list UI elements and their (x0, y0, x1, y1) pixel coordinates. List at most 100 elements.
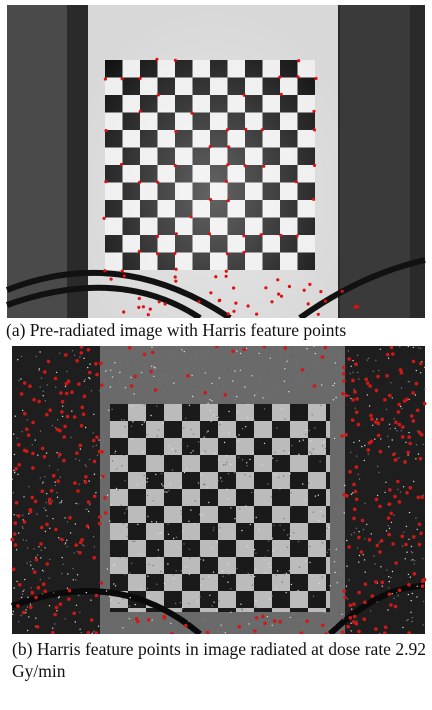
noise-speck (42, 570, 43, 571)
noise-speck (240, 370, 241, 371)
noise-speck (27, 597, 28, 598)
noise-speck (80, 448, 81, 449)
noise-speck (297, 382, 298, 383)
noise-speck (268, 563, 269, 564)
noise-speck (346, 586, 347, 587)
noise-speck (301, 619, 302, 620)
feature-point (393, 495, 397, 499)
feature-point (87, 500, 91, 504)
noise-speck (423, 624, 424, 625)
noise-speck (417, 586, 418, 587)
noise-speck (422, 558, 423, 559)
noise-speck (22, 515, 23, 516)
feature-point (203, 391, 207, 395)
noise-speck (173, 383, 174, 384)
noise-speck (162, 422, 163, 423)
feature-point (353, 390, 357, 394)
noise-speck (246, 348, 247, 349)
noise-speck (331, 613, 332, 614)
feature-point (385, 374, 389, 378)
noise-speck (236, 568, 237, 569)
checkerboard (110, 404, 330, 612)
noise-speck (89, 363, 90, 364)
feature-point (383, 398, 387, 402)
noise-speck (77, 551, 78, 552)
noise-speck (213, 527, 214, 528)
noise-speck (202, 515, 203, 516)
feature-point (59, 391, 63, 395)
noise-speck (401, 430, 402, 431)
noise-speck (111, 409, 112, 410)
feature-point (407, 435, 411, 439)
feature-point (416, 409, 420, 413)
feature-point (130, 384, 134, 388)
noise-speck (139, 554, 140, 555)
feature-point (371, 594, 375, 598)
feature-point (22, 611, 26, 615)
noise-speck (194, 523, 195, 524)
noise-speck (218, 459, 219, 460)
noise-speck (271, 372, 272, 373)
feature-point (190, 112, 193, 115)
noise-speck (88, 511, 89, 512)
noise-speck (227, 582, 228, 583)
noise-speck (64, 544, 65, 545)
feature-point (364, 378, 368, 382)
noise-speck (354, 532, 355, 533)
noise-speck (373, 371, 374, 372)
noise-speck (137, 524, 138, 525)
noise-speck (84, 381, 85, 382)
noise-speck (74, 355, 75, 356)
feature-point (403, 460, 407, 464)
noise-speck (119, 372, 120, 373)
noise-speck (43, 391, 44, 392)
noise-speck (46, 452, 47, 453)
noise-speck (351, 630, 352, 631)
feature-point (58, 429, 62, 433)
noise-speck (119, 557, 120, 558)
noise-speck (227, 615, 228, 616)
feature-point (36, 625, 40, 629)
noise-speck (92, 632, 93, 633)
noise-speck (341, 614, 342, 615)
noise-speck (313, 596, 314, 597)
noise-speck (147, 478, 148, 479)
noise-speck (30, 565, 31, 566)
feature-point (31, 421, 35, 425)
noise-speck (170, 359, 171, 360)
noise-speck (98, 626, 99, 627)
noise-speck (220, 421, 221, 422)
noise-speck (189, 405, 190, 406)
noise-speck (40, 477, 41, 478)
noise-speck (303, 439, 304, 440)
feature-point (45, 413, 49, 417)
noise-speck (283, 475, 284, 476)
noise-speck (82, 544, 83, 545)
noise-speck (340, 353, 341, 354)
noise-speck (184, 472, 185, 473)
noise-speck (39, 351, 40, 352)
noise-speck (424, 367, 425, 368)
noise-speck (83, 545, 84, 546)
noise-speck (15, 416, 16, 417)
noise-speck (335, 572, 336, 573)
noise-speck (64, 618, 65, 619)
noise-speck (261, 464, 262, 465)
noise-speck (164, 491, 165, 492)
noise-speck (391, 522, 392, 523)
feature-point (261, 615, 265, 619)
feature-point (48, 498, 52, 502)
feature-point (17, 443, 21, 447)
feature-point (33, 570, 37, 574)
noise-speck (402, 545, 403, 546)
noise-speck (201, 584, 202, 585)
noise-speck (114, 362, 115, 363)
feature-point (223, 393, 227, 397)
noise-speck (241, 608, 242, 609)
noise-speck (126, 362, 127, 363)
noise-speck (213, 414, 214, 415)
feature-point (25, 449, 29, 453)
noise-speck (61, 573, 62, 574)
noise-speck (55, 427, 56, 428)
noise-speck (94, 474, 95, 475)
